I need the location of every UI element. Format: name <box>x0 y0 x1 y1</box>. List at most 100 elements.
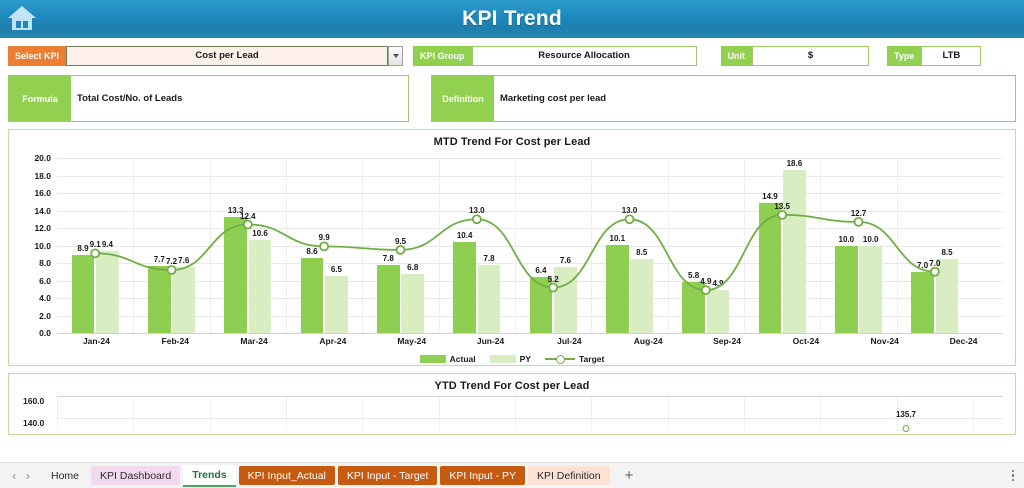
mtd-label-target: 7.0 <box>929 258 941 268</box>
mtd-x-tick: Sep-24 <box>713 336 741 346</box>
bar-actual <box>834 245 858 333</box>
mtd-label-py: 9.4 <box>101 239 113 249</box>
mtd-label-target: 9.9 <box>318 233 330 243</box>
mtd-chart-title: MTD Trend For Cost per Lead <box>433 136 591 148</box>
gridline-vertical <box>515 158 516 333</box>
mtd-label-py: 18.6 <box>786 159 803 169</box>
mtd-y-tick: 12.0 <box>34 223 51 233</box>
gridline-vertical <box>896 396 898 430</box>
bar-py <box>401 273 425 333</box>
sheet-tab-kpi-input-py[interactable]: KPI Input - PY <box>440 466 525 485</box>
ytd-data-point <box>902 425 910 432</box>
sheet-tab-kpi-input-target[interactable]: KPI Input - Target <box>337 466 438 485</box>
mtd-label-py: 6.8 <box>407 262 419 272</box>
formula-value: Total Cost/No. of Leads <box>71 76 408 121</box>
select-kpi-dropdown-button[interactable] <box>388 45 404 66</box>
mtd-x-tick: May-24 <box>397 336 427 346</box>
ytd-y-tick: 140.0 <box>23 418 45 428</box>
mtd-label-py: 8.5 <box>941 247 953 257</box>
sheet-nav-arrows: ‹ › <box>4 469 42 483</box>
legend-label-actual: Actual <box>449 354 476 364</box>
gridline <box>57 158 1003 159</box>
mtd-x-tick: Apr-24 <box>319 336 347 346</box>
mtd-label-actual: 7.8 <box>382 253 394 263</box>
mtd-label-py: 6.5 <box>330 265 342 275</box>
gridline-vertical <box>896 158 898 333</box>
mtd-x-tick: Jul-24 <box>557 336 582 346</box>
ytd-chart-panel: YTD Trend For Cost per Lead 160.0 140.0 … <box>8 373 1016 435</box>
mtd-label-target: 9.1 <box>89 240 101 250</box>
type-control: Type LTB <box>887 45 982 66</box>
bar-actual <box>376 264 400 333</box>
gridline-vertical <box>820 396 822 430</box>
mtd-y-tick: 2.0 <box>39 310 51 321</box>
unit-label: Unit <box>720 45 753 66</box>
legend-item-actual[interactable]: Actual <box>419 354 476 364</box>
gridline-vertical <box>667 396 669 430</box>
sheet-tab-kpi-definition[interactable]: KPI Definition <box>527 466 610 485</box>
more-options-icon[interactable] <box>1011 469 1014 482</box>
mtd-x-tick: Nov-24 <box>870 336 899 346</box>
sheet-tab-bar: ‹ › Home KPI Dashboard Trends KPI Input_Act… <box>0 462 1024 488</box>
mtd-x-tick: Feb-24 <box>161 336 189 346</box>
mtd-label-py: 7.6 <box>178 255 190 265</box>
gridline-vertical <box>209 396 211 430</box>
sheet-tab-kpi-dashboard[interactable]: KPI Dashboard <box>91 466 181 485</box>
next-sheet-arrow-icon[interactable]: › <box>26 468 30 483</box>
bar-actual <box>300 257 324 333</box>
page-title: KPI Trend <box>462 7 562 30</box>
gridline <box>57 263 1003 264</box>
legend-label-py: PY <box>519 354 531 364</box>
home-icon[interactable] <box>6 3 38 33</box>
sheet-tab-home[interactable]: Home <box>51 469 80 482</box>
sheet-tab-list: Home KPI Dashboard Trends KPI Input_Actual K… <box>42 464 613 487</box>
bar-py <box>782 170 806 333</box>
gridline <box>57 418 1003 419</box>
bar-actual <box>453 242 477 333</box>
ytd-plot-area: 160.0 140.0 135.7 <box>21 396 1003 432</box>
sheet-tab-trends[interactable]: Trends <box>183 464 236 487</box>
add-sheet-button[interactable]: + <box>624 467 634 484</box>
mtd-target-line <box>90 209 940 296</box>
mtd-label-actual: 5.8 <box>688 271 700 281</box>
mtd-label-actual: 10.4 <box>456 231 473 240</box>
ytd-chart-title: YTD Trend For Cost per Lead <box>434 380 590 392</box>
bar-py <box>324 276 348 333</box>
legend-item-py[interactable]: PY <box>489 354 531 364</box>
mtd-label-py: 8.5 <box>636 247 648 257</box>
bar-py <box>172 266 196 333</box>
type-label: Type <box>887 45 922 66</box>
definition-box: Definition Marketing cost per lead <box>430 75 1016 122</box>
legend-swatch-py <box>489 355 516 363</box>
mtd-y-tick: 10.0 <box>34 240 51 251</box>
mtd-label-actual: 13.3 <box>227 205 244 215</box>
select-kpi-control[interactable]: Select KPI Cost per Lead <box>8 45 404 66</box>
gridline-vertical <box>286 158 287 333</box>
kpi-group-value: Resource Allocation <box>471 45 697 66</box>
mtd-label-py: 7.6 <box>559 255 571 265</box>
legend-item-target[interactable]: Target <box>544 354 604 364</box>
app-title-bar: KPI Trend <box>0 0 1024 38</box>
mtd-y-tick: 6.0 <box>39 275 51 286</box>
mtd-label-target: 13.5 <box>774 201 790 211</box>
mtd-label-py: 10.6 <box>252 229 268 239</box>
sheet-tab-kpi-input-actual[interactable]: KPI Input_Actual <box>238 466 335 485</box>
mtd-label-target: 12.7 <box>850 208 867 218</box>
mtd-y-tick: 14.0 <box>34 205 51 216</box>
mtd-y-tick: 16.0 <box>34 188 51 198</box>
bar-actual <box>605 244 629 333</box>
mtd-x-tick: Aug-24 <box>633 336 663 346</box>
prev-sheet-arrow-icon[interactable]: ‹ <box>12 468 16 483</box>
mtd-label-actual: 8.6 <box>306 246 318 256</box>
select-kpi-input[interactable]: Cost per Lead <box>66 45 389 66</box>
gridline-vertical <box>744 396 745 430</box>
gridline-vertical <box>286 396 287 430</box>
bar-actual <box>147 265 171 333</box>
gridline-vertical <box>133 158 135 333</box>
mtd-label-actual: 10.0 <box>838 234 855 244</box>
definition-value: Marketing cost per lead <box>493 76 1015 121</box>
ytd-data-label: 135.7 <box>895 410 917 419</box>
gridline <box>57 228 1003 229</box>
mtd-x-tick: Mar-24 <box>240 336 268 346</box>
gridline <box>57 175 1003 177</box>
